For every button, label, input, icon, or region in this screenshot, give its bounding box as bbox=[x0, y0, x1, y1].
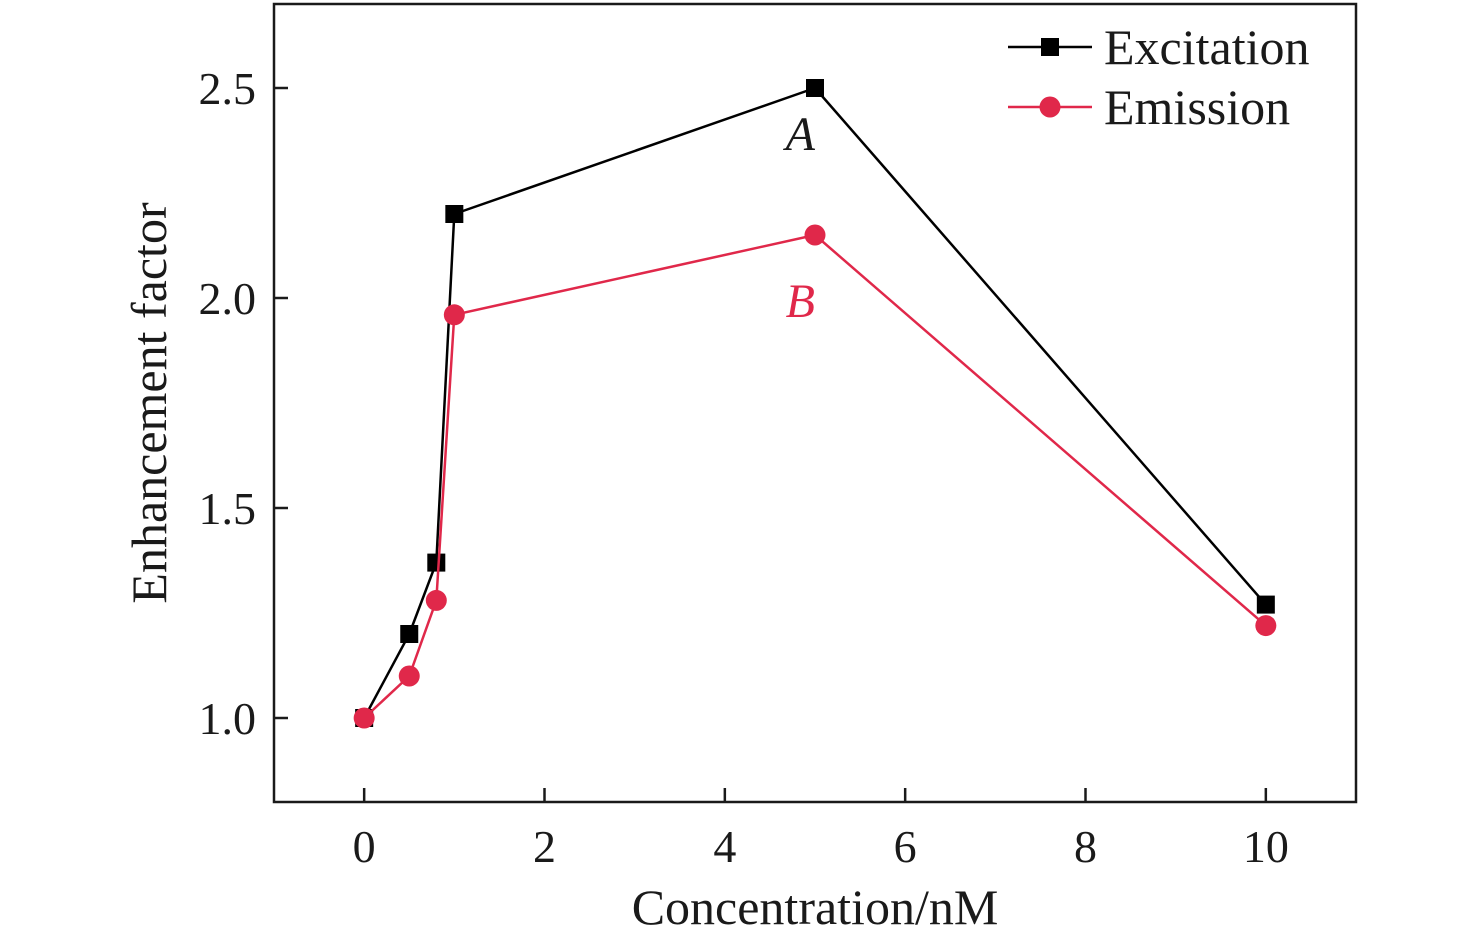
x-tick-label: 2 bbox=[533, 821, 556, 872]
x-tick-label: 8 bbox=[1074, 821, 1097, 872]
legend-label-excitation: Excitation bbox=[1104, 19, 1310, 75]
excitation-data-point bbox=[806, 79, 824, 97]
axis-ticks: 0 2 4 6 8 10 1.0 1.5 2.0 2.5 bbox=[199, 63, 1289, 872]
emission-data-point bbox=[1255, 615, 1277, 637]
emission-data-point bbox=[804, 224, 826, 246]
annotation-layer: AB bbox=[783, 108, 816, 328]
series-excitation bbox=[355, 79, 1275, 727]
y-axis-title: Enhancement factor bbox=[121, 202, 177, 604]
y-tick-label: 1.5 bbox=[199, 483, 257, 534]
y-tick-label: 2.5 bbox=[199, 63, 257, 114]
legend-label-emission: Emission bbox=[1104, 79, 1290, 135]
excitation-data-point bbox=[427, 553, 446, 572]
annotation-a: A bbox=[783, 108, 816, 161]
y-tick-label: 1.0 bbox=[199, 693, 257, 744]
x-tick-label: 10 bbox=[1243, 821, 1289, 872]
x-axis-title: Concentration/nM bbox=[632, 879, 999, 935]
excitation-data-point bbox=[400, 625, 419, 643]
excitation-data-point bbox=[1256, 595, 1275, 614]
excitation-line bbox=[363, 86, 1267, 719]
x-tick-label: 4 bbox=[713, 821, 736, 872]
series-layer bbox=[353, 79, 1277, 729]
plot-frame bbox=[272, 2, 1358, 804]
legend-marker-excitation bbox=[1041, 38, 1059, 56]
y-tick-label: 2.0 bbox=[199, 273, 257, 324]
excitation-data-point bbox=[445, 205, 464, 223]
legend-marker-emission bbox=[1039, 96, 1061, 118]
series-emission bbox=[353, 224, 1277, 729]
emission-data-point bbox=[425, 589, 447, 611]
emission-data-point bbox=[398, 665, 420, 687]
emission-line bbox=[363, 233, 1267, 719]
x-tick-label: 6 bbox=[894, 821, 917, 872]
emission-data-point bbox=[353, 707, 375, 729]
x-tick-label: 0 bbox=[353, 821, 376, 872]
annotation-b: B bbox=[786, 275, 815, 328]
emission-data-point bbox=[443, 304, 465, 326]
